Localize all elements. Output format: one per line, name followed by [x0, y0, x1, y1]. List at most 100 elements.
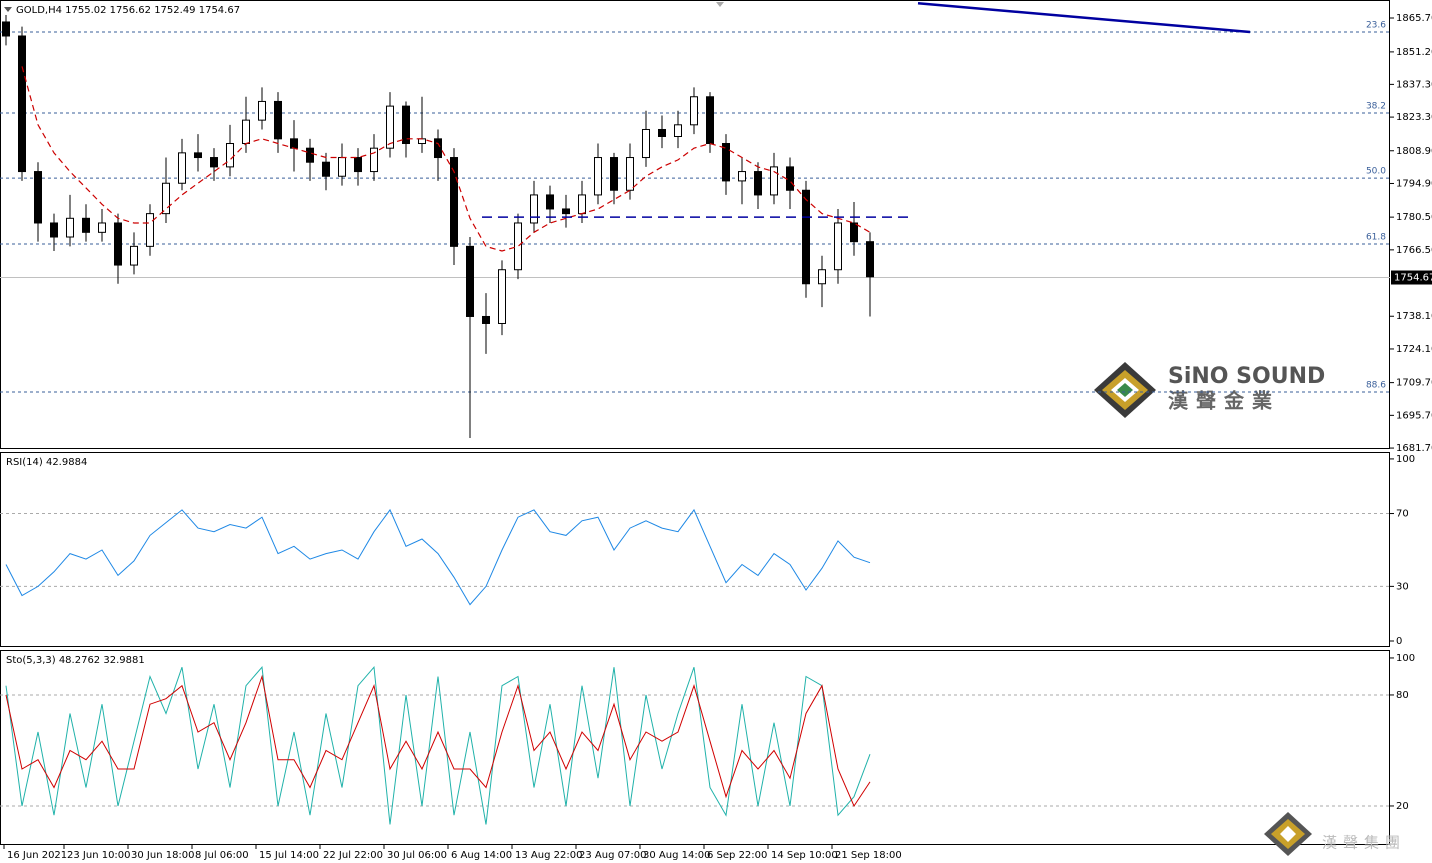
y-tick-label: 1780.50 — [1396, 212, 1432, 223]
candle-body — [674, 124, 682, 137]
x-tick-label: 6 Aug 14:00 — [451, 850, 512, 861]
candle-body — [178, 152, 186, 184]
candle-body — [562, 208, 570, 215]
y-tick-label: 1808.90 — [1396, 146, 1432, 157]
last-price-label: 1754.67 — [1394, 273, 1432, 284]
fib-label: 61.8 — [1366, 233, 1386, 243]
y-tick-label: 0 — [1396, 636, 1402, 647]
candle-body — [306, 147, 314, 163]
x-tick-label: 14 Sep 10:00 — [771, 850, 838, 861]
x-tick-label: 6 Sep 22:00 — [707, 850, 767, 861]
candle-body — [146, 213, 154, 247]
candle-body — [754, 171, 762, 196]
fib-label: 88.6 — [1366, 381, 1386, 391]
y-tick-label: 20 — [1396, 801, 1409, 812]
moving-average — [21, 66, 871, 252]
candle-body — [82, 217, 90, 233]
watermark-corner: 漢聲集團 — [1322, 834, 1406, 852]
candle-body — [386, 105, 394, 149]
candle-body — [578, 194, 586, 215]
candle-body — [530, 194, 538, 224]
rsi-pane — [0, 452, 1390, 647]
header-text: GOLD,H4 1755.02 1756.62 1752.49 1754.67 — [16, 5, 240, 16]
candle-body — [450, 157, 458, 247]
x-tick-label: 30 Jun 18:00 — [131, 850, 195, 861]
y-tick-label: 1738.10 — [1396, 311, 1432, 322]
candle-body — [370, 147, 378, 173]
y-tick-label: 1837.30 — [1396, 79, 1432, 90]
candle-body — [610, 157, 618, 191]
candle-body — [338, 157, 346, 177]
y-tick-label: 1851.20 — [1396, 47, 1432, 58]
candle-body — [274, 100, 282, 140]
candle-body — [322, 161, 330, 177]
candle-body — [130, 245, 138, 266]
x-tick-label: 22 Jul 22:00 — [323, 850, 383, 861]
candle-body — [226, 143, 234, 168]
main-pane — [0, 0, 1390, 449]
shift-marker — [716, 2, 724, 7]
candle-body — [642, 128, 650, 159]
candle-body — [162, 182, 170, 215]
logo — [1094, 362, 1156, 418]
candle-body — [546, 194, 554, 210]
indicator-title: RSI(14) 42.9884 — [6, 457, 87, 468]
y-tick-label: 1865.70 — [1396, 13, 1432, 24]
candle-body — [66, 217, 74, 238]
indicator-title: Sto(5,3,3) 48.2762 32.9881 — [6, 655, 145, 666]
candle-body — [402, 105, 410, 145]
y-tick-label: 1709.70 — [1396, 378, 1432, 389]
x-tick-label: 23 Jun 10:00 — [67, 850, 131, 861]
y-tick-label: 100 — [1396, 653, 1415, 664]
candle-body — [498, 269, 506, 324]
corner-logo — [1264, 812, 1312, 856]
candle-body — [850, 222, 858, 243]
candle-body — [242, 119, 250, 145]
x-tick-label: 30 Aug 14:00 — [643, 850, 710, 861]
candle-body — [658, 128, 666, 137]
x-tick-label: 30 Jul 06:00 — [387, 850, 447, 861]
candle-body — [354, 157, 362, 173]
x-tick-label: 23 Aug 07:00 — [579, 850, 646, 861]
y-tick-label: 1724.10 — [1396, 344, 1432, 355]
candle-body — [434, 138, 442, 159]
x-tick-label: 21 Sep 18:00 — [835, 850, 902, 861]
fib-label: 23.6 — [1366, 21, 1386, 31]
candle-body — [594, 157, 602, 196]
candle-body — [818, 269, 826, 285]
y-tick-label: 1823.30 — [1396, 112, 1432, 123]
candle-body — [866, 241, 874, 278]
y-tick-label: 1794.90 — [1396, 178, 1432, 189]
y-tick-label: 1695.70 — [1396, 410, 1432, 421]
candle-body — [722, 143, 730, 182]
candle-body — [482, 315, 490, 324]
candle-body — [210, 157, 218, 168]
candle-body — [514, 222, 522, 271]
candle-body — [738, 171, 746, 182]
candle-body — [690, 96, 698, 126]
candle-body — [114, 222, 122, 266]
candle-body — [34, 171, 42, 224]
y-tick-label: 70 — [1396, 509, 1409, 520]
indicator-line — [5, 665, 871, 825]
menu-arrow — [4, 7, 12, 12]
sto-pane — [0, 650, 1390, 845]
y-tick-label: 30 — [1396, 581, 1409, 592]
candle-body — [418, 138, 426, 145]
last-price-box — [1391, 270, 1432, 285]
indicator-line — [5, 508, 871, 606]
candle-body — [258, 100, 266, 121]
y-tick-label: 1681.70 — [1396, 443, 1432, 454]
candle-body — [290, 138, 298, 149]
candle-body — [98, 222, 106, 233]
candle-body — [194, 152, 202, 159]
candle-body — [626, 157, 634, 191]
fib-label: 50.0 — [1366, 167, 1386, 177]
watermark-brand: SiNO SOUND — [1168, 364, 1325, 389]
x-tick-label: 16 Jun 2021 — [7, 850, 67, 861]
candle-body — [466, 245, 474, 317]
candle-body — [802, 189, 810, 285]
trend-line — [917, 2, 1251, 34]
